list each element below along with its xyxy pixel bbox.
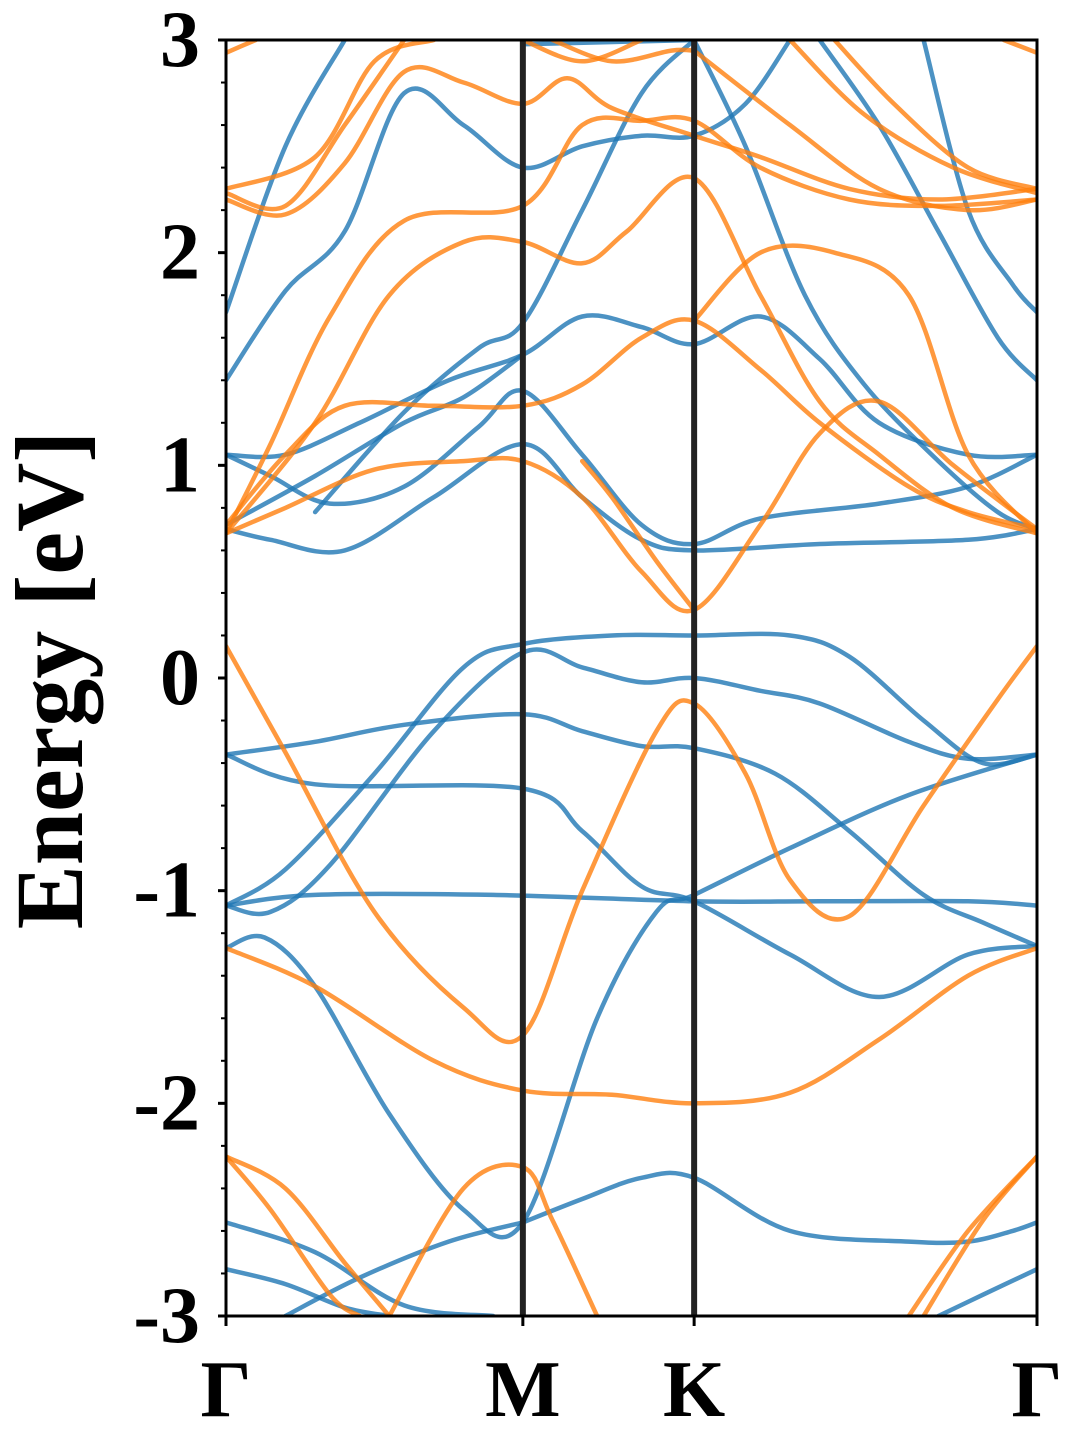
- band-line-orange-43: [579, 458, 697, 613]
- band-line-orange-37: [226, 40, 258, 56]
- band-line-orange-26: [226, 1154, 362, 1316]
- y-axis-label: Energy [eV]: [0, 431, 103, 930]
- band-line-orange-41: [787, 40, 1037, 196]
- band-line-orange-29: [921, 1154, 1037, 1316]
- band-line-blue-4: [226, 631, 1037, 908]
- band-line-blue-19: [691, 40, 1037, 532]
- band-line-blue-18: [226, 352, 526, 528]
- band-line-orange-27: [387, 1162, 600, 1316]
- band-line-blue-8: [226, 1266, 392, 1316]
- band-line-blue-14: [226, 313, 1037, 460]
- band-line-blue-2: [226, 711, 1037, 949]
- x-tick-label-3: K: [663, 1346, 725, 1434]
- band-series-layer: [226, 40, 1037, 1316]
- band-line-blue-1: [226, 752, 1037, 1000]
- y-tick-label: -3: [133, 1272, 200, 1360]
- band-line-orange-44: [691, 243, 1037, 536]
- kpoint-divider-layer: [519, 40, 698, 1316]
- y-tick-label: 3: [160, 0, 200, 84]
- y-tick-label: 2: [160, 209, 200, 297]
- band-line-blue-6: [226, 891, 1037, 908]
- band-line-blue-9: [283, 1220, 526, 1316]
- plot-frame: [224, 38, 1039, 1318]
- band-line-orange-32: [226, 174, 1037, 536]
- y-tick-label: 0: [160, 634, 200, 722]
- band-line-orange-40: [691, 48, 1037, 213]
- band-line-orange-24: [226, 945, 1037, 1106]
- band-line-orange-25: [226, 1154, 392, 1316]
- band-line-blue-15: [226, 40, 793, 383]
- band-line-blue-11: [936, 1266, 1037, 1316]
- band-line-blue-3: [226, 647, 1037, 917]
- band-line-orange-45: [550, 40, 697, 64]
- band-line-blue-5: [226, 752, 1037, 1240]
- y-axis-ticks: -3 -2 -1 0 1 2 3: [133, 0, 226, 1360]
- band-line-orange-30: [226, 398, 1037, 614]
- y-tick-label: 1: [160, 421, 200, 509]
- band-line-blue-21: [921, 40, 1037, 315]
- x-tick-label-4: Γ: [1012, 1346, 1063, 1434]
- band-line-blue-13: [226, 388, 1037, 547]
- band-line-blue-16: [226, 40, 347, 315]
- x-tick-label-2: M: [485, 1346, 561, 1434]
- band-line-orange-36: [226, 40, 437, 192]
- band-line-blue-10: [520, 1170, 1037, 1246]
- band-line-orange-39: [520, 40, 644, 64]
- band-line-blue-20: [817, 40, 1037, 383]
- band-line-orange-38: [1001, 40, 1037, 56]
- y-tick-label: -1: [133, 847, 200, 935]
- band-line-orange-34: [226, 64, 1037, 218]
- band-line-orange-42: [832, 40, 1037, 192]
- band-line-orange-31: [226, 317, 1037, 532]
- y-tick-label: -2: [133, 1059, 200, 1147]
- band-line-orange-33: [226, 114, 1037, 536]
- x-tick-label-1: Γ: [201, 1346, 252, 1434]
- band-line-orange-35: [226, 40, 407, 212]
- band-line-blue-7: [226, 1220, 496, 1316]
- band-line-orange-23: [226, 643, 1037, 1045]
